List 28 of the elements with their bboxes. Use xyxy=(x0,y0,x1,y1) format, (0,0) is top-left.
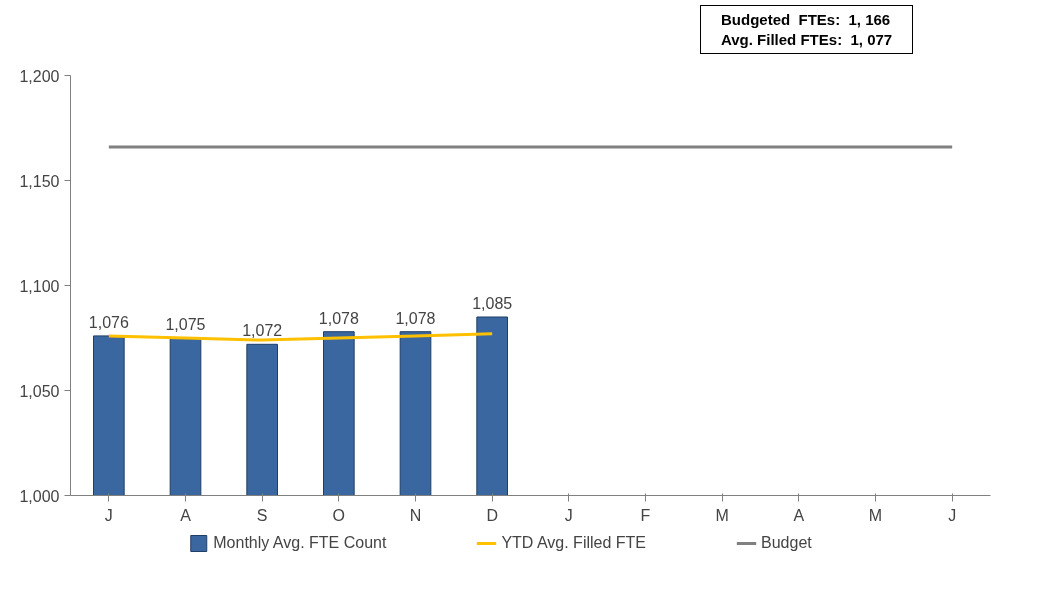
data-label: 1,078 xyxy=(395,309,436,327)
text: Avg. Filled FTEs: 1, 077 xyxy=(721,30,893,48)
x-tick-label: D xyxy=(486,506,498,524)
x-tick-label: M xyxy=(868,506,883,524)
data-label: 1,085 xyxy=(472,295,513,312)
x-tick-label: J xyxy=(104,506,113,524)
x-tick-label: J xyxy=(564,506,573,524)
x-tick-label: M xyxy=(715,506,729,524)
x-tick-label: F xyxy=(640,506,651,524)
x-tick-label: J xyxy=(948,506,957,524)
y-tick-label: 1,000 xyxy=(19,487,60,505)
legend-label: YTD Avg. Filled FTE xyxy=(501,534,647,552)
x-tick-label: A xyxy=(180,506,192,524)
data-label: 1,078 xyxy=(318,309,359,327)
legend-label: Monthly Avg. FTE Count xyxy=(213,534,387,552)
data-label: 1,076 xyxy=(88,313,129,331)
y-tick-label: 1,200 xyxy=(19,67,60,85)
x-tick-label: A xyxy=(793,506,805,524)
legend-label: Budget xyxy=(761,534,812,552)
x-tick-label: N xyxy=(409,506,422,524)
data-label: 1,075 xyxy=(165,316,206,333)
x-tick-label: O xyxy=(332,506,346,524)
data-label: 1,072 xyxy=(242,322,283,340)
text: Budgeted FTEs: 1, 166 xyxy=(721,11,891,28)
y-tick-label: 1,100 xyxy=(19,277,60,295)
x-tick-label: S xyxy=(256,506,268,524)
y-tick-label: 1,150 xyxy=(19,172,60,190)
y-tick-label: 1,050 xyxy=(19,382,60,400)
